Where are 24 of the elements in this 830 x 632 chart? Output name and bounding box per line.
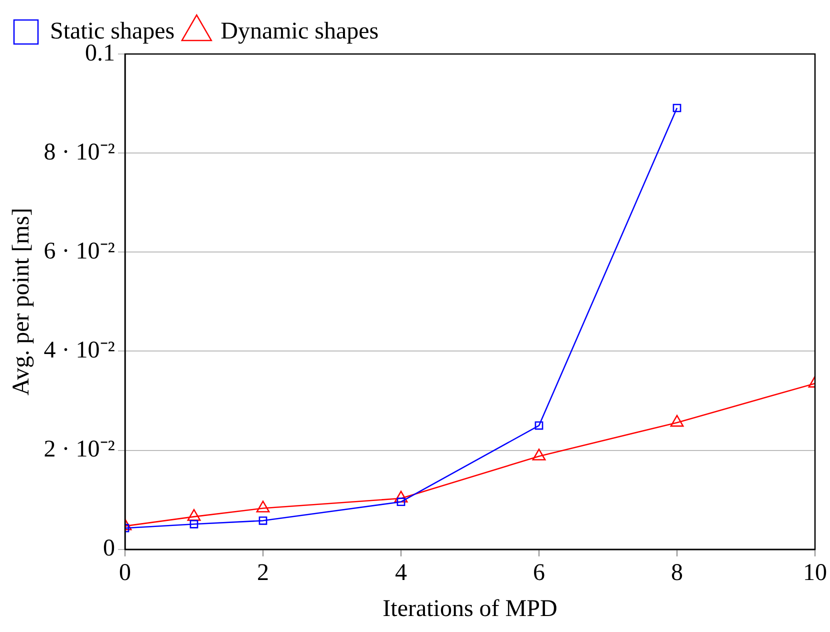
x-tick-label: 0 [118,560,131,586]
point [396,498,406,506]
y-tick-label: 0 [102,536,115,562]
point [532,448,546,460]
point [256,500,270,512]
point [258,516,268,525]
y-tick-label: 2 · 10⁻² [44,436,115,463]
point [187,509,201,521]
x-axis-title: Iterations of MPD [382,596,558,622]
y-axis-title: Avg. per point [ms] [8,208,35,396]
point [672,104,682,112]
x-tick-label: 10 [803,560,827,586]
point [394,490,408,503]
x-tick-label: 2 [256,560,269,586]
y-tick-label: 4 · 10⁻² [44,338,115,364]
x-tick-label: 8 [670,560,683,586]
x-tick-label: 6 [532,560,545,586]
x-tick-label: 4 [394,560,407,586]
point [534,421,544,430]
legend-label: Dynamic shapes [220,18,379,44]
point [670,414,684,427]
y-tick-label: 8 · 10⁻² [44,139,115,166]
y-tick-label: 6 · 10⁻² [44,238,115,264]
point [190,520,198,528]
